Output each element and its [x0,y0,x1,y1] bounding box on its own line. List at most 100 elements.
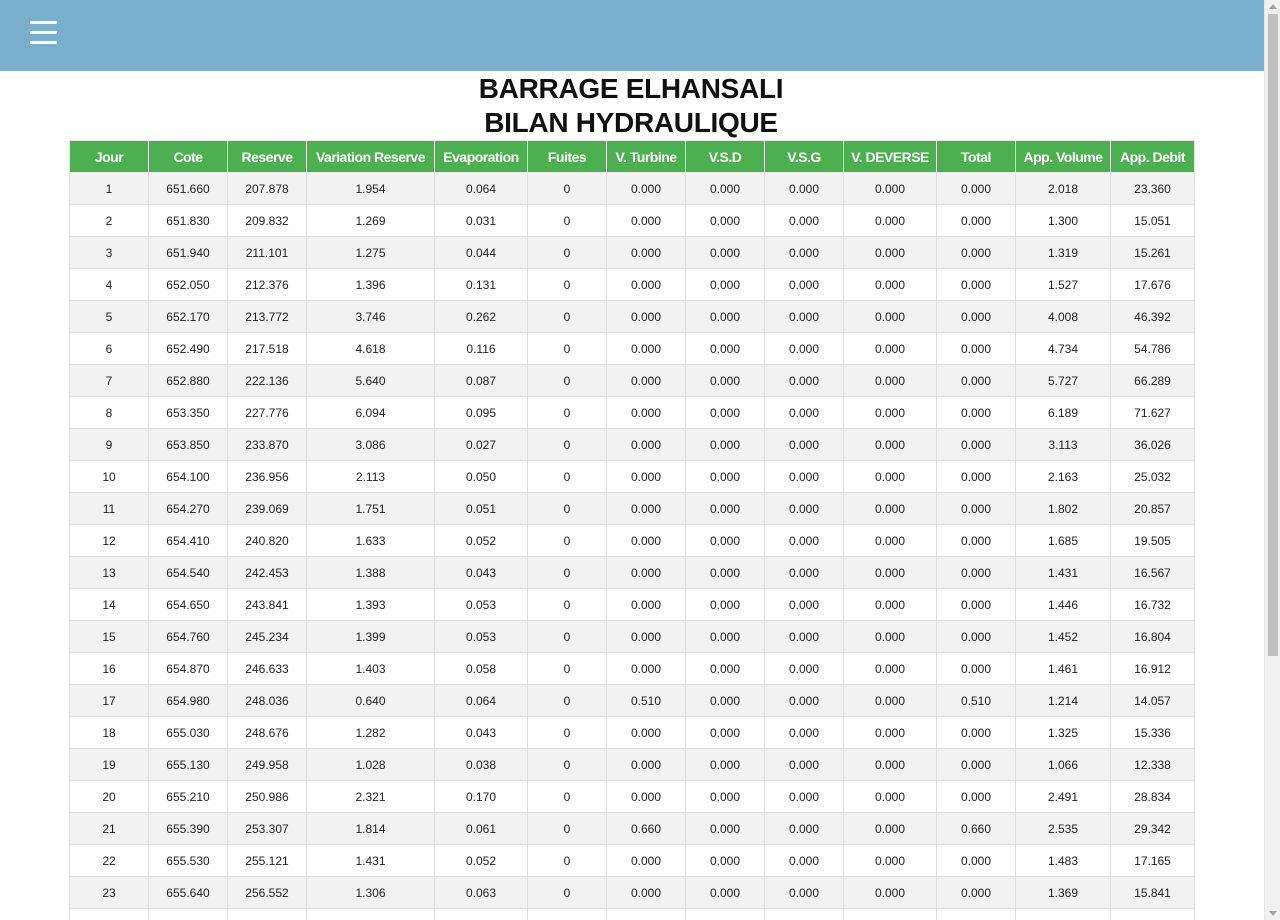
table-cell: 0 [527,332,607,365]
table-cell: 0.044 [434,236,528,269]
table-cell: 0.000 [606,428,686,461]
table-cell: 0.064 [434,684,528,717]
table-cell: 0.000 [685,492,765,525]
table-cell: 0 [527,844,607,877]
table-cell: 0 [527,588,607,621]
table-cell: 8 [69,396,149,429]
top-navbar [0,0,1264,71]
table-cell: 4.008 [1015,300,1111,333]
table-cell: 0.027 [434,428,528,461]
table-cell: 1.388 [306,556,435,589]
table-cell: 0.000 [685,268,765,301]
scroll-down-arrow-icon[interactable] [1269,911,1277,916]
table-cell: 0.000 [764,396,844,429]
table-cell: 1.369 [1015,876,1111,909]
table-cell: 0 [527,524,607,557]
table-cell: 0.000 [936,844,1016,877]
table-cell: 1.446 [1015,588,1111,621]
table-cell: 1.399 [306,620,435,653]
table-cell: 15.336 [1110,716,1195,749]
table-cell: 14.057 [1110,684,1195,717]
table-cell: 0.000 [936,428,1016,461]
table-cell: 0 [527,300,607,333]
table-cell: 222.136 [227,364,307,397]
table-cell: 17 [69,684,149,717]
table-cell: 651.830 [148,204,228,237]
table-cell: 0.000 [606,716,686,749]
table-cell: 0.000 [936,332,1016,365]
table-cell [227,908,307,920]
table-cell: 1.306 [306,876,435,909]
scroll-up-arrow-icon[interactable] [1269,4,1277,9]
table-cell: 0.087 [434,364,528,397]
table-row: 3 651.940 211.101 1.275 0.044 0 0.000 0.000 0.00… [69,236,1195,269]
table-cell: 655.390 [148,812,228,845]
table-cell: 0 [527,204,607,237]
table-cell: 29.342 [1110,812,1195,845]
table-cell: 0.000 [764,268,844,301]
table-cell: 0.000 [764,780,844,813]
table-cell: 0.053 [434,588,528,621]
table-row: 16 654.870 246.633 1.403 0.058 0 0.000 0.000 0.0… [69,652,1195,685]
table-cell: 0.000 [843,652,937,685]
hamburger-menu-icon[interactable] [30,20,57,45]
table-cell: 2.491 [1015,780,1111,813]
table-cell: 213.772 [227,300,307,333]
menu-bar-line [30,21,57,24]
table-cell: 19.505 [1110,524,1195,557]
table-cell: 0 [527,876,607,909]
table-cell: 15.261 [1110,236,1195,269]
table-cell: 2.321 [306,780,435,813]
column-header: Reserve [227,140,307,173]
table-cell: 655.030 [148,716,228,749]
table-cell: 0.000 [606,364,686,397]
table-cell: 23.360 [1110,172,1195,205]
table-cell: 1.300 [1015,204,1111,237]
table-cell: 655.530 [148,844,228,877]
table-cell: 0.000 [764,556,844,589]
table-cell: 6.189 [1015,396,1111,429]
table-cell: 0 [527,428,607,461]
table-cell: 0.000 [764,332,844,365]
table-cell: 0.660 [936,812,1016,845]
table-cell: 7 [69,364,149,397]
table-cell: 1.269 [306,204,435,237]
table-cell: 0.000 [685,844,765,877]
vertical-scrollbar[interactable] [1264,0,1280,920]
table-cell: 654.650 [148,588,228,621]
table-cell: 0.000 [764,588,844,621]
scrollbar-thumb[interactable] [1268,14,1278,656]
table-cell: 653.350 [148,396,228,429]
table-cell: 1.403 [306,652,435,685]
table-cell: 0.000 [606,172,686,205]
table-cell: 0.000 [606,236,686,269]
table-cell: 253.307 [227,812,307,845]
table-row: 6 652.490 217.518 4.618 0.116 0 0.000 0.000 0.00… [69,332,1195,365]
table-cell: 2.163 [1015,460,1111,493]
table-cell: 4 [69,268,149,301]
table-cell: 0.000 [843,236,937,269]
table-cell: 22 [69,844,149,877]
table-cell: 0.051 [434,492,528,525]
table-cell: 0.000 [936,268,1016,301]
table-cell: 16.804 [1110,620,1195,653]
table-cell: 654.870 [148,652,228,685]
table-cell: 0 [527,748,607,781]
table-cell: 20 [69,780,149,813]
table-cell: 1.814 [306,812,435,845]
table-cell: 19 [69,748,149,781]
dam-name-title: BARRAGE ELHANSALI [478,73,784,104]
table-cell: 0.000 [606,844,686,877]
table-row: 14 654.650 243.841 1.393 0.053 0 0.000 0.000 0.0… [69,588,1195,621]
table-cell: 1.431 [306,844,435,877]
table-cell: 1.452 [1015,620,1111,653]
table-cell: 0.000 [843,396,937,429]
table-cell: 5 [69,300,149,333]
table-cell: 1 [69,172,149,205]
table-cell: 3.746 [306,300,435,333]
table-cell: 0.000 [936,588,1016,621]
table-row: 12 654.410 240.820 1.633 0.052 0 0.000 0.000 0.0… [69,524,1195,557]
table-cell: 0.000 [843,716,937,749]
table-cell: 1.325 [1015,716,1111,749]
